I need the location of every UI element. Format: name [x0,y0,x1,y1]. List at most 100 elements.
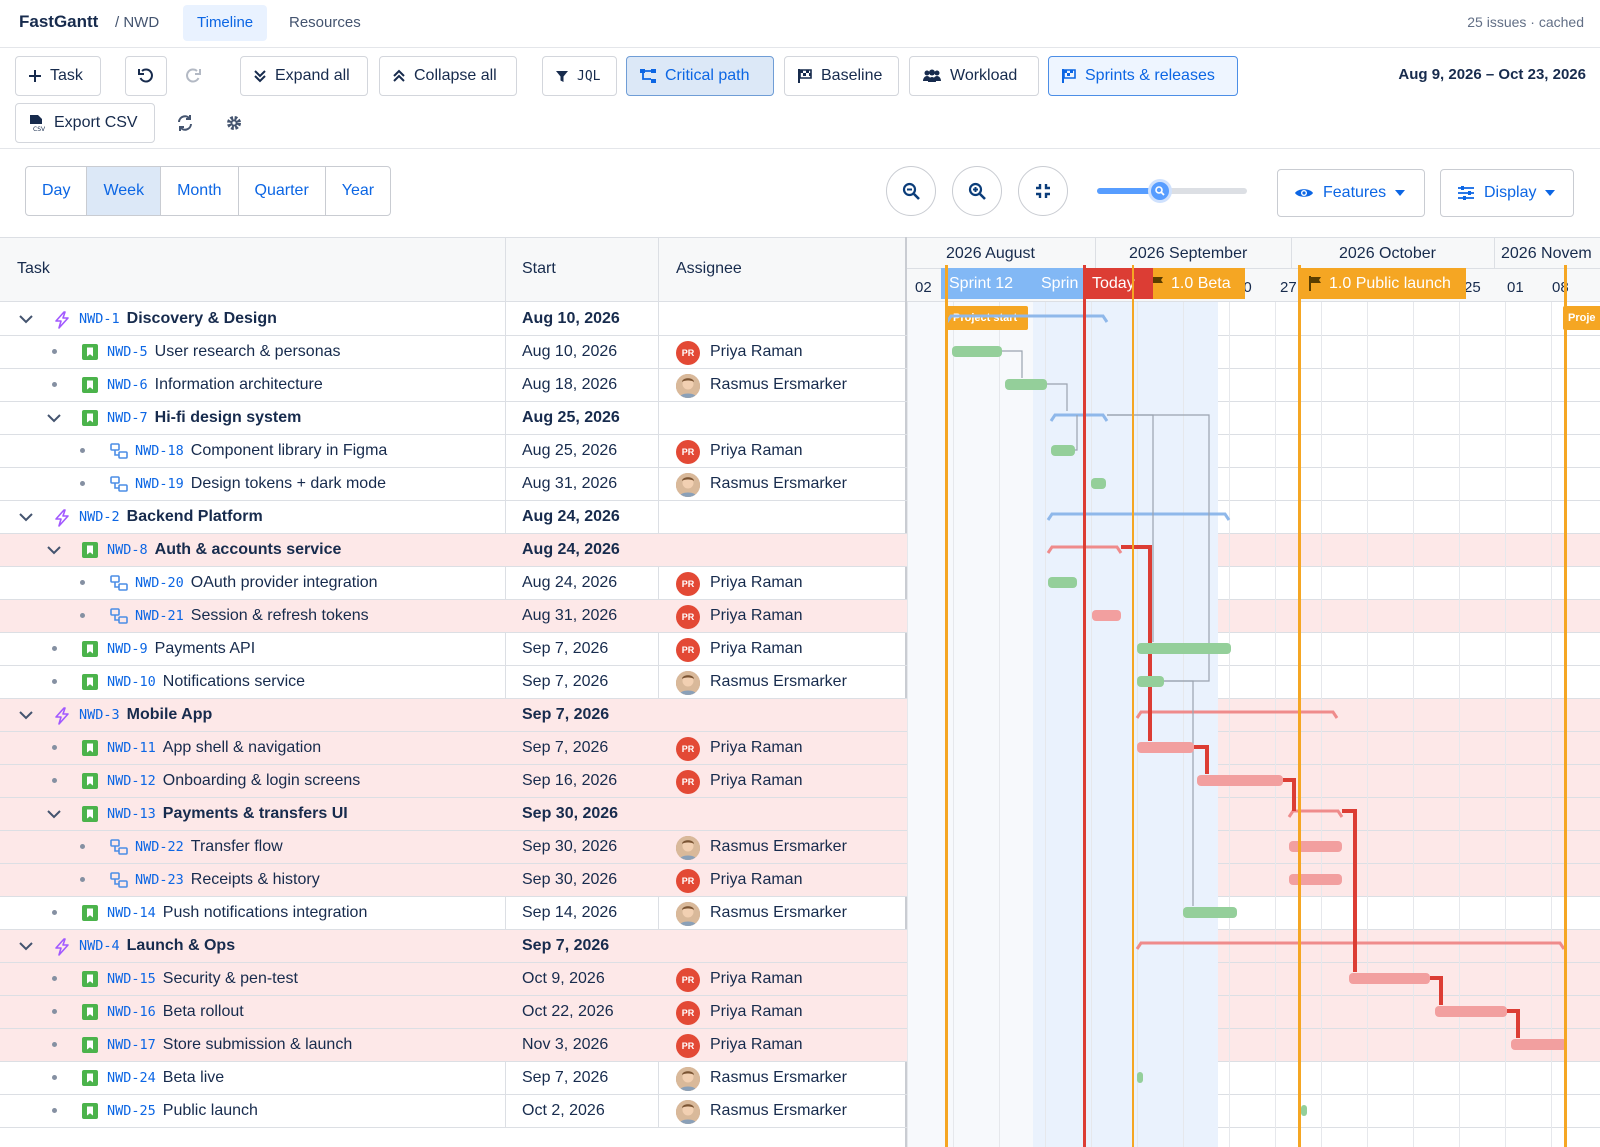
table-row[interactable]: NWD-21 Session & refresh tokens Aug 31, 20… [0,600,1600,633]
tab-timeline[interactable]: Timeline [183,5,268,41]
chevron-down-icon[interactable] [18,940,34,952]
fit-to-screen-button[interactable] [1018,166,1068,216]
task-title[interactable]: NWD-14 Push notifications integration [107,897,367,929]
start-date[interactable]: Oct 9, 2026 [522,970,605,987]
assignee-name[interactable]: Rasmus Ersmarker [710,904,847,921]
column-divider[interactable] [658,237,659,1127]
task-bar[interactable] [1091,478,1106,489]
issue-key[interactable]: NWD-17 [107,1037,156,1053]
chevron-down-icon[interactable] [46,808,62,820]
task-bar[interactable] [1092,610,1121,621]
issue-key[interactable]: NWD-9 [107,641,148,657]
task-bar[interactable] [952,346,1002,357]
assignee-name[interactable]: Priya Raman [710,970,803,987]
column-task[interactable]: Task [17,260,50,277]
today-marker[interactable]: Today [1084,268,1153,299]
pane-splitter[interactable] [905,237,908,1147]
assignee-name[interactable]: Rasmus Ersmarker [710,475,847,492]
task-title[interactable]: NWD-6 Information architecture [107,369,323,401]
table-row[interactable]: NWD-15 Security & pen-test Oct 9, 2026 PR Pr… [0,963,1600,996]
assignee-name[interactable]: Priya Raman [710,1036,803,1053]
collapse-all-button[interactable]: Collapse all [379,56,517,96]
task-bar[interactable] [1005,379,1047,390]
issue-key[interactable]: NWD-21 [135,608,184,624]
task-bar[interactable] [1051,445,1075,456]
issue-key[interactable]: NWD-11 [107,740,156,756]
issue-key[interactable]: NWD-6 [107,377,148,393]
sprints-releases-button[interactable]: Sprints & releases [1048,56,1238,96]
column-divider[interactable] [505,237,506,1127]
assignee-name[interactable]: Priya Raman [710,607,803,624]
issue-key[interactable]: NWD-12 [107,773,156,789]
chevron-down-icon[interactable] [46,412,62,424]
workload-button[interactable]: Workload [909,56,1039,96]
issue-key[interactable]: NWD-14 [107,905,156,921]
table-row[interactable]: NWD-17 Store submission & launch Nov 3, 20… [0,1029,1600,1062]
task-bar[interactable] [1197,775,1283,786]
table-row[interactable]: NWD-4 Launch & Ops Sep 7, 2026 [0,930,1600,963]
task-bar[interactable] [1349,973,1430,984]
task-title[interactable]: NWD-22 Transfer flow [135,831,283,863]
issue-key[interactable]: NWD-2 [79,509,120,525]
scale-month[interactable]: Month [161,167,239,215]
table-row[interactable]: NWD-6 Information architecture Aug 18, 202… [0,369,1600,402]
display-dropdown[interactable]: Display [1440,169,1574,217]
start-date[interactable]: Sep 7, 2026 [522,706,610,723]
issue-key[interactable]: NWD-4 [79,938,120,954]
start-date[interactable]: Nov 3, 2026 [522,1036,609,1053]
issue-key[interactable]: NWD-7 [107,410,148,426]
chevron-down-icon[interactable] [46,544,62,556]
task-title[interactable]: NWD-25 Public launch [107,1095,258,1127]
column-assignee[interactable]: Assignee [676,260,742,277]
table-row[interactable]: NWD-10 Notifications service Sep 7, 2026 Ra… [0,666,1600,699]
task-title[interactable]: NWD-10 Notifications service [107,666,305,698]
task-title[interactable]: NWD-3 Mobile App [79,699,212,731]
zoom-in-button[interactable] [952,166,1002,216]
scale-quarter[interactable]: Quarter [239,167,326,215]
tab-resources[interactable]: Resources [289,14,361,31]
issue-key[interactable]: NWD-13 [107,806,156,822]
assignee-name[interactable]: Rasmus Ersmarker [710,1102,847,1119]
issue-key[interactable]: NWD-3 [79,707,120,723]
start-date[interactable]: Aug 24, 2026 [522,574,618,591]
issue-key[interactable]: NWD-15 [107,971,156,987]
task-bar[interactable] [1301,1105,1307,1116]
task-title[interactable]: NWD-12 Onboarding & login screens [107,765,360,797]
release-public-launch-flag[interactable]: 1.0 Public launch [1300,268,1466,299]
start-date[interactable]: Aug 10, 2026 [522,343,618,360]
task-title[interactable]: NWD-24 Beta live [107,1062,224,1094]
chevron-down-icon[interactable] [18,313,34,325]
table-row[interactable]: NWD-24 Beta live Sep 7, 2026 Rasmus Ersmark… [0,1062,1600,1095]
issue-key[interactable]: NWD-19 [135,476,184,492]
issue-key[interactable]: NWD-10 [107,674,156,690]
issue-key[interactable]: NWD-16 [107,1004,156,1020]
task-title[interactable]: NWD-15 Security & pen-test [107,963,298,995]
release-beta-flag[interactable]: 1.0 Beta [1145,268,1245,299]
task-bar[interactable] [1511,1039,1567,1050]
start-date[interactable]: Sep 30, 2026 [522,805,619,822]
task-title[interactable]: NWD-13 Payments & transfers UI [107,798,348,830]
start-date[interactable]: Aug 24, 2026 [522,508,620,525]
task-bar[interactable] [1137,742,1194,753]
assignee-name[interactable]: Priya Raman [710,1003,803,1020]
features-dropdown[interactable]: Features [1277,169,1425,217]
start-date[interactable]: Sep 30, 2026 [522,838,618,855]
start-date[interactable]: Sep 7, 2026 [522,1069,609,1086]
issue-key[interactable]: NWD-22 [135,839,184,855]
start-date[interactable]: Aug 31, 2026 [522,607,618,624]
assignee-name[interactable]: Rasmus Ersmarker [710,838,847,855]
start-date[interactable]: Sep 7, 2026 [522,739,609,756]
issue-key[interactable]: NWD-24 [107,1070,156,1086]
table-row[interactable]: NWD-23 Receipts & history Sep 30, 2026 PR Pr… [0,864,1600,897]
table-row[interactable]: NWD-13 Payments & transfers UI Sep 30, 202… [0,798,1600,831]
task-title[interactable]: NWD-11 App shell & navigation [107,732,321,764]
assignee-name[interactable]: Rasmus Ersmarker [710,376,847,393]
task-title[interactable]: NWD-20 OAuth provider integration [135,567,378,599]
start-date[interactable]: Sep 16, 2026 [522,772,618,789]
chevron-down-icon[interactable] [18,511,34,523]
table-row[interactable]: NWD-9 Payments API Sep 7, 2026 PR Priya Rama… [0,633,1600,666]
start-date[interactable]: Sep 14, 2026 [522,904,618,921]
task-title[interactable]: NWD-18 Component library in Figma [135,435,387,467]
chevron-down-icon[interactable] [18,709,34,721]
column-start[interactable]: Start [522,260,556,277]
